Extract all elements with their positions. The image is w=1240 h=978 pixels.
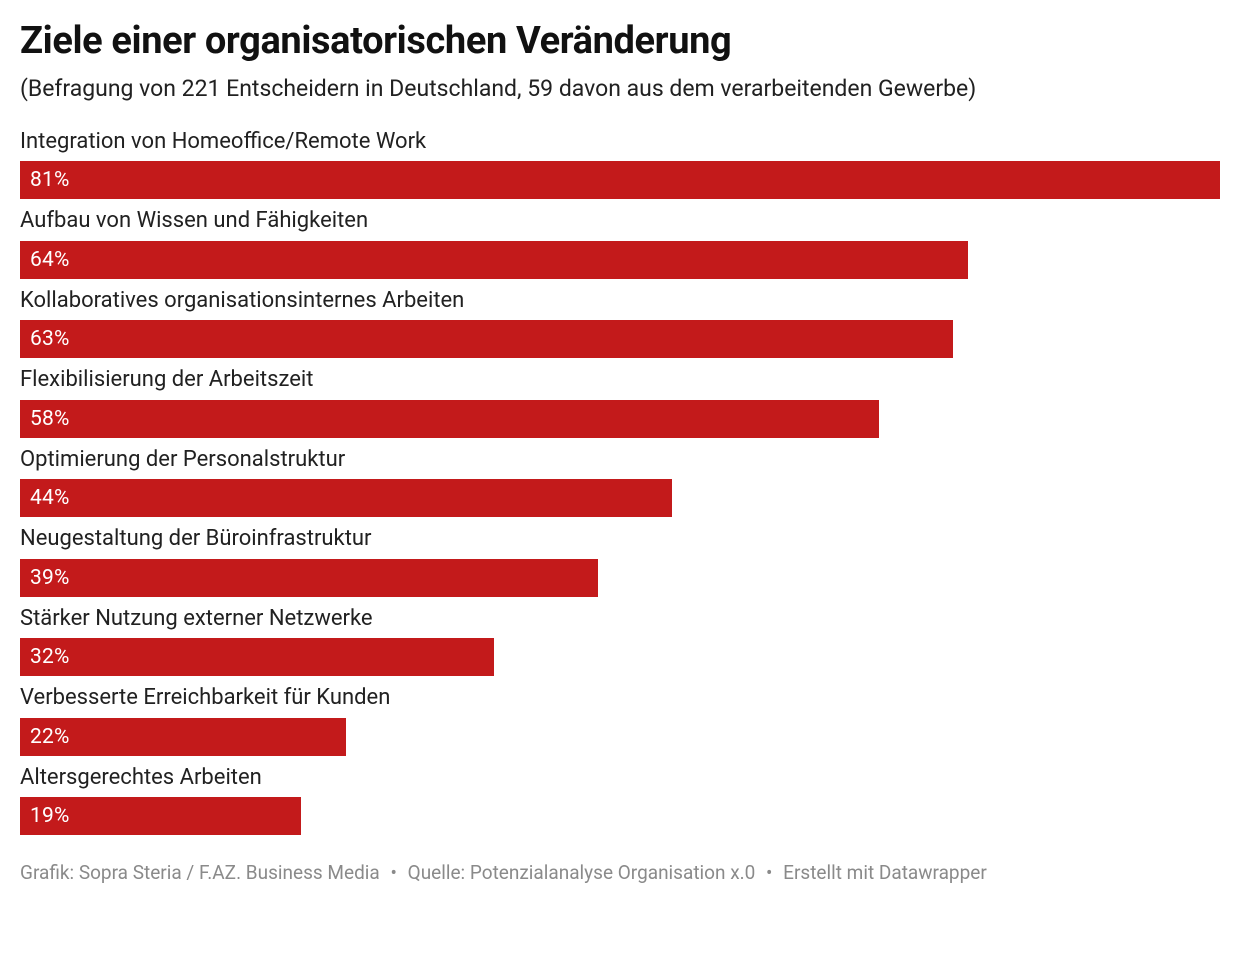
bar-label: Integration von Homeoffice/Remote Work	[20, 128, 1220, 156]
bar-list: Integration von Homeoffice/Remote Work 81…	[20, 128, 1220, 844]
bar-value: 22%	[20, 725, 70, 749]
bar-fill: 58%	[20, 400, 879, 438]
bar-track: 63%	[20, 320, 1220, 358]
footer-separator: •	[384, 861, 402, 884]
bar-label: Optimierung der Personalstruktur	[20, 446, 1220, 474]
bar-value: 58%	[20, 407, 70, 431]
bar-label: Aufbau von Wissen und Fähigkeiten	[20, 207, 1220, 235]
footer-tool: Erstellt mit Datawrapper	[783, 861, 987, 884]
bar-row: Stärker Nutzung externer Netzwerke 32%	[20, 605, 1220, 677]
chart-container: Ziele einer organisatorischen Veränderun…	[0, 0, 1240, 886]
bar-label: Kollaboratives organisationsinternes Arb…	[20, 287, 1220, 315]
bar-fill: 32%	[20, 638, 494, 676]
bar-row: Optimierung der Personalstruktur 44%	[20, 446, 1220, 518]
bar-track: 32%	[20, 638, 1220, 676]
footer-credit: Grafik: Sopra Steria / F.AZ. Business Me…	[20, 861, 380, 884]
bar-fill: 22%	[20, 718, 346, 756]
bar-track: 22%	[20, 718, 1220, 756]
bar-fill: 39%	[20, 559, 598, 597]
bar-fill: 44%	[20, 479, 672, 517]
bar-label: Neugestaltung der Büroinfrastruktur	[20, 525, 1220, 553]
bar-fill: 64%	[20, 241, 968, 279]
bar-value: 64%	[20, 248, 70, 272]
bar-track: 81%	[20, 161, 1220, 199]
bar-track: 44%	[20, 479, 1220, 517]
bar-label: Verbesserte Erreichbarkeit für Kunden	[20, 684, 1220, 712]
bar-row: Aufbau von Wissen und Fähigkeiten 64%	[20, 207, 1220, 279]
bar-fill: 19%	[20, 797, 301, 835]
bar-fill: 81%	[20, 161, 1220, 199]
bar-value: 81%	[20, 168, 70, 192]
bar-label: Flexibilisierung der Arbeitszeit	[20, 366, 1220, 394]
bar-value: 63%	[20, 327, 70, 351]
bar-row: Verbesserte Erreichbarkeit für Kunden 22%	[20, 684, 1220, 756]
bar-label: Stärker Nutzung externer Netzwerke	[20, 605, 1220, 633]
bar-track: 58%	[20, 400, 1220, 438]
footer-source: Quelle: Potenzialanalyse Organisation x.…	[408, 861, 756, 884]
bar-track: 19%	[20, 797, 1220, 835]
bar-row: Neugestaltung der Büroinfrastruktur 39%	[20, 525, 1220, 597]
bar-track: 39%	[20, 559, 1220, 597]
chart-subtitle: (Befragung von 221 Entscheidern in Deuts…	[20, 74, 1220, 104]
chart-footer: Grafik: Sopra Steria / F.AZ. Business Me…	[20, 861, 1220, 886]
footer-separator: •	[760, 861, 778, 884]
bar-value: 19%	[20, 804, 70, 828]
bar-value: 44%	[20, 486, 70, 510]
bar-row: Altersgerechtes Arbeiten 19%	[20, 764, 1220, 836]
bar-value: 39%	[20, 566, 70, 590]
bar-fill: 63%	[20, 320, 953, 358]
bar-row: Integration von Homeoffice/Remote Work 81…	[20, 128, 1220, 200]
bar-value: 32%	[20, 645, 70, 669]
bar-row: Kollaboratives organisationsinternes Arb…	[20, 287, 1220, 359]
bar-row: Flexibilisierung der Arbeitszeit 58%	[20, 366, 1220, 438]
bar-label: Altersgerechtes Arbeiten	[20, 764, 1220, 792]
bar-track: 64%	[20, 241, 1220, 279]
chart-title: Ziele einer organisatorischen Veränderun…	[20, 20, 1220, 64]
